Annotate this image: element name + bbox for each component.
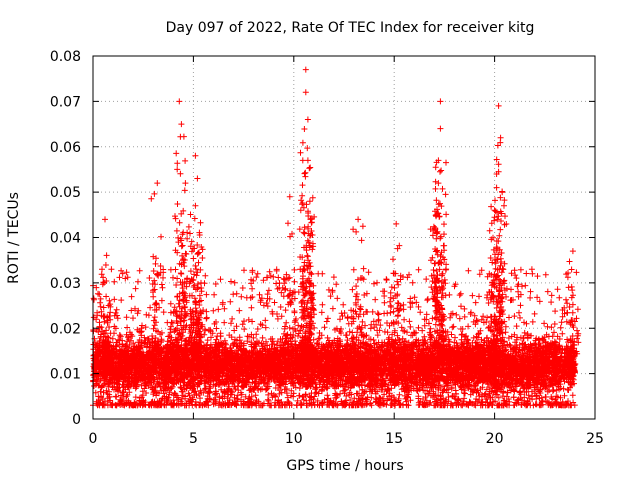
roti-points (90, 66, 582, 409)
y-tick-label: 0.08 (50, 49, 81, 65)
axis-ticks: 0 5 10 15 20 25 0 0.01 0.02 0.03 0.04 0.05 0.06 0.07 0… (50, 49, 604, 447)
y-tick-label: 0.05 (50, 185, 81, 201)
x-tick-label: 5 (189, 431, 198, 447)
y-axis-label: ROTI / TECUs (6, 192, 22, 284)
data-points (90, 66, 582, 409)
x-tick-label: 25 (586, 431, 604, 447)
chart-title: Day 097 of 2022, Rate Of TEC Index for r… (166, 20, 535, 36)
y-tick-label: 0.04 (50, 231, 81, 247)
y-tick-label: 0.01 (50, 367, 81, 383)
y-tick-label: 0.03 (50, 276, 81, 292)
x-axis-label: GPS time / hours (286, 458, 403, 474)
x-tick-label: 20 (486, 431, 504, 447)
y-tick-label: 0 (72, 412, 81, 428)
y-tick-label: 0.07 (50, 94, 81, 110)
grid-lines (93, 56, 595, 419)
x-tick-label: 10 (285, 431, 303, 447)
x-tick-label: 0 (89, 431, 98, 447)
x-tick-label: 15 (385, 431, 403, 447)
y-tick-label: 0.02 (50, 321, 81, 337)
y-tick-label: 0.06 (50, 140, 81, 156)
